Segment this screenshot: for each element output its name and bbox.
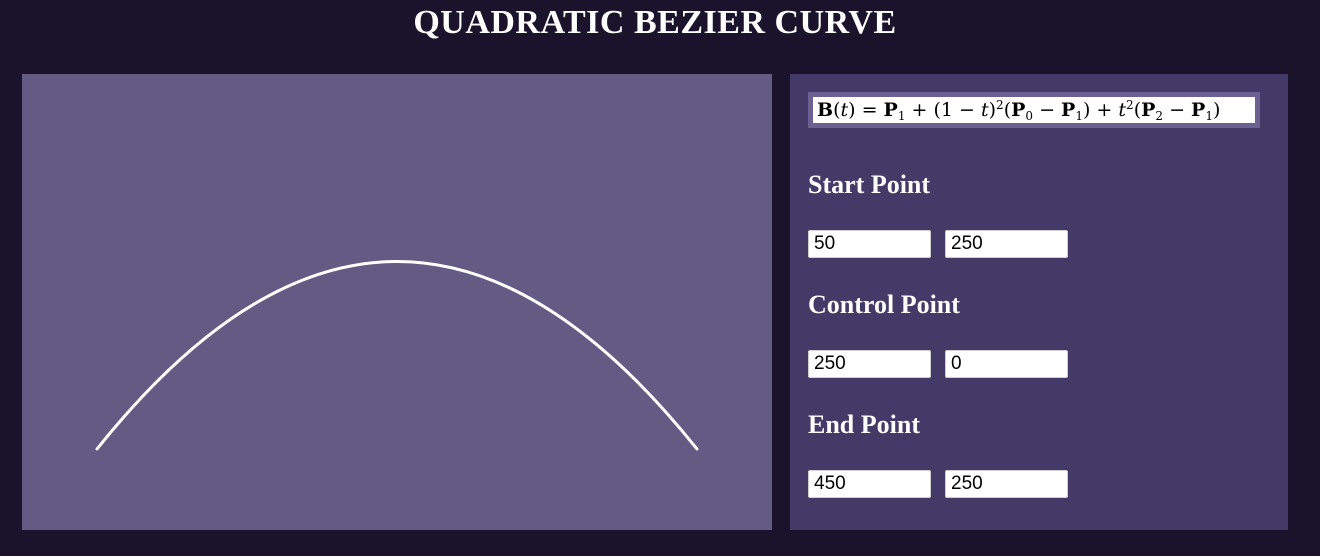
bezier-curve [95,260,699,451]
control-x-input[interactable] [808,350,931,378]
end-x-input[interactable] [808,470,931,498]
curve-canvas[interactable] [22,74,772,530]
control-point-heading: Control Point [808,290,960,319]
page-title: QUADRATIC BEZIER CURVE [413,4,897,41]
start-x-input[interactable] [808,230,931,258]
end-y-input[interactable] [945,470,1068,498]
curve-svg [95,260,699,451]
bezier-formula: B(t) = P1 + (1 − t)2(P0 − P1) + t2(P2 − … [813,97,1255,123]
controls-panel: B(t) = P1 + (1 − t)2(P0 − P1) + t2(P2 − … [790,74,1288,530]
start-y-input[interactable] [945,230,1068,258]
end-point-heading: End Point [808,410,920,439]
formula-box: B(t) = P1 + (1 − t)2(P0 − P1) + t2(P2 − … [808,92,1260,128]
start-point-heading: Start Point [808,170,931,199]
control-y-input[interactable] [945,350,1068,378]
